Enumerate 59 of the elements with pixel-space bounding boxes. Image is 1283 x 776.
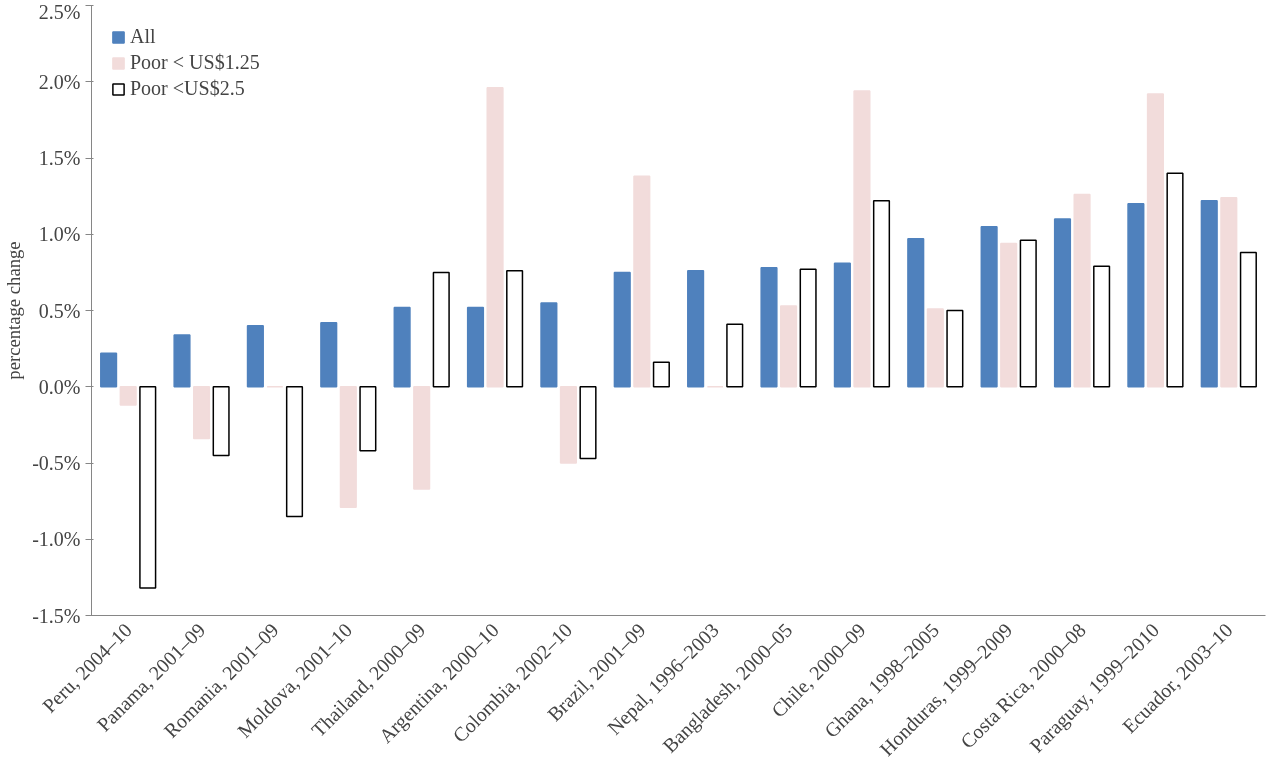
bar [173,334,191,388]
bar [1166,172,1184,388]
bar [1146,93,1165,388]
bar [946,309,964,388]
bar [613,271,631,388]
bar [1200,199,1218,388]
legend-label: All [130,25,156,48]
bar [1000,242,1018,388]
bar [413,386,431,490]
bar [432,271,450,388]
bar [872,199,891,388]
bar [192,386,211,440]
bar [1127,203,1145,388]
y-tick-label: 1.0% [38,223,81,246]
legend-label: Poor < US$1.25 [130,51,260,74]
y-tick-label: 1.5% [38,147,81,169]
bar [579,386,597,460]
bar [212,386,230,457]
y-tick-label: 2.0% [38,70,81,93]
bar [285,386,304,518]
bar [1073,193,1091,388]
bar [1220,196,1238,388]
bar [139,386,157,589]
y-tick-label: 0.0% [38,375,81,398]
y-tick-label: -1.0% [32,528,81,551]
bar [779,305,798,388]
y-axis-title: percentage change [3,241,25,380]
legend-label: Poor <US$2.5 [130,77,245,100]
bar [393,306,411,388]
bar [833,262,851,388]
bar [760,267,778,388]
bar [339,386,357,508]
bar [926,308,944,388]
bar [652,361,670,388]
bar [853,90,871,388]
y-tick-label: 0.5% [38,299,81,322]
bar [687,270,705,388]
bar [1239,251,1257,388]
bar [799,268,817,388]
y-tick-label: -0.5% [32,452,81,474]
bar [540,302,558,388]
y-tick-label: -1.5% [32,604,81,627]
bar [100,352,118,388]
bar [1053,218,1072,388]
bar [907,238,925,388]
y-tick-label: 2.5% [38,0,81,23]
bar [466,306,485,388]
bar [1093,265,1111,388]
bar [320,321,338,388]
bar [980,225,998,388]
bar [359,386,377,452]
bar [486,87,504,388]
bar [633,175,651,388]
bar [119,386,137,406]
bar [246,325,264,388]
bar [726,323,744,388]
bar [506,270,524,388]
bar [1019,239,1037,388]
bar [559,386,578,464]
